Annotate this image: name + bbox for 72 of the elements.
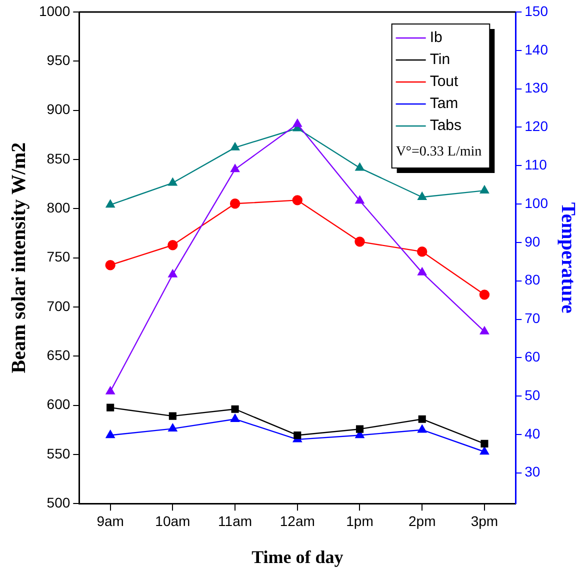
point (106, 386, 115, 394)
point (230, 198, 240, 209)
x-axis-title: Time of day (252, 546, 344, 567)
point (355, 196, 364, 204)
point (356, 425, 364, 433)
y2-tick-label: 120 (524, 118, 548, 134)
point (230, 414, 240, 422)
y2-tick-label: 140 (524, 41, 548, 58)
point (418, 415, 426, 423)
point (479, 290, 490, 300)
y2-tick-label: 130 (524, 80, 548, 96)
y2-tick-label: 90 (524, 233, 540, 250)
point (418, 267, 427, 276)
point (354, 236, 365, 247)
y-tick-label: 800 (46, 200, 70, 216)
point (168, 240, 178, 250)
point (168, 178, 178, 186)
y-tick-label: 900 (46, 101, 70, 118)
point (230, 164, 240, 172)
y-tick-label: 600 (46, 396, 70, 412)
point (355, 162, 364, 171)
point (480, 326, 489, 334)
y2-tick-label: 100 (524, 194, 548, 211)
y2-tick-label: 50 (524, 386, 540, 403)
point (106, 200, 115, 208)
y2-tick-label: 80 (524, 272, 540, 288)
legend-label: Tin (430, 51, 450, 68)
y-tick-label: 700 (46, 298, 70, 314)
point (294, 431, 302, 440)
x-tick-label: 2pm (408, 512, 436, 529)
x-tick-label: 12am (280, 512, 315, 529)
point (480, 446, 489, 455)
y2-tick-label: 150 (524, 2, 548, 19)
x-tick-label: 3pm (470, 512, 498, 529)
y2-tick-label: 40 (524, 425, 540, 442)
annotation: V°=0.33 L/min (396, 144, 482, 160)
point (418, 424, 427, 433)
y-tick-label: 650 (46, 346, 70, 363)
y-tick-label: 950 (46, 52, 70, 68)
point (168, 424, 178, 432)
x-tick-label: 11am (218, 512, 252, 529)
x-tick-label: 10am (155, 512, 190, 529)
legend-label: Ib (430, 29, 442, 46)
point (106, 430, 115, 438)
point (417, 246, 428, 257)
y2-tick-label: 30 (524, 464, 540, 480)
legend-label: Tabs (430, 117, 462, 134)
y2-tick-label: 60 (524, 348, 540, 365)
y2-tick-label: 70 (524, 310, 540, 326)
x-tick-label: 1pm (346, 512, 374, 529)
point (231, 405, 239, 413)
y2-axis-title: Temperature (556, 202, 579, 314)
point (105, 260, 116, 270)
legend-label: Tam (430, 95, 458, 112)
point (480, 185, 489, 194)
point (230, 142, 240, 150)
point (168, 269, 178, 278)
point (480, 440, 488, 448)
y-tick-label: 1000 (38, 2, 70, 19)
point (168, 412, 176, 420)
point (106, 404, 114, 412)
y-tick-label: 750 (46, 248, 70, 265)
y-tick-label: 500 (46, 494, 70, 510)
y-tick-label: 850 (46, 150, 70, 166)
y2-tick-label: 110 (524, 156, 548, 172)
point (292, 195, 302, 206)
x-tick-label: 9am (96, 512, 124, 529)
y-tick-label: 550 (46, 445, 70, 462)
point (418, 192, 427, 200)
y-axis-title: Beam solar intensity W/m2 (8, 142, 30, 374)
point (292, 118, 302, 127)
legend-label: Tout (430, 73, 459, 90)
